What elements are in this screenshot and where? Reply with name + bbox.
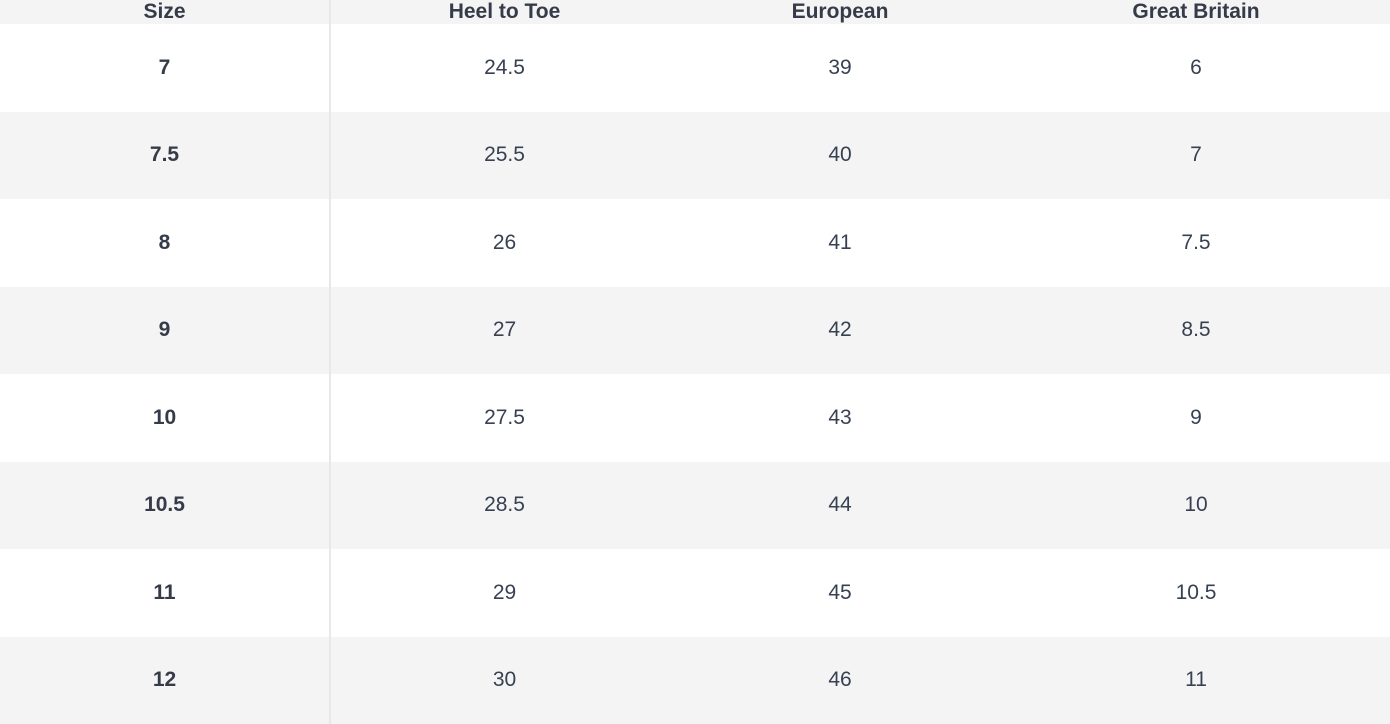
cell-great-britain: 10 [1184, 493, 1208, 517]
cell-size: 8 [0, 199, 331, 287]
table-row: 12 30 46 11 [0, 636, 1390, 724]
cell-european: 41 [828, 230, 852, 254]
table-row: 7.5 25.5 40 7 [0, 111, 1390, 199]
table-body: 7 24.5 39 6 7.5 25.5 40 7 8 26 41 7.5 9 … [0, 24, 1390, 724]
cell-heel-to-toe: 25.5 [484, 143, 525, 167]
cell-great-britain: 8.5 [1181, 318, 1211, 342]
cell-heel-to-toe: 30 [492, 668, 517, 692]
cell-european: 39 [828, 55, 852, 79]
cell-heel-to-toe: 24.5 [484, 55, 525, 79]
table-row: 11 29 45 10.5 [0, 549, 1390, 637]
cell-size: 10.5 [0, 461, 331, 549]
table-header: Size Heel to Toe European Great Britain [0, 0, 1390, 24]
column-header-great-britain: Great Britain [1132, 0, 1260, 23]
cell-size: 12 [0, 636, 331, 724]
column-header-size: Size [0, 0, 331, 24]
column-header-european: European [791, 0, 889, 23]
cell-european: 44 [828, 493, 852, 517]
cell-heel-to-toe: 28.5 [484, 493, 525, 517]
cell-size: 11 [0, 549, 331, 637]
table-row: 8 26 41 7.5 [0, 199, 1390, 287]
cell-heel-to-toe: 26 [492, 230, 517, 254]
cell-great-britain: 11 [1185, 668, 1207, 692]
cell-heel-to-toe: 27 [492, 318, 517, 342]
cell-great-britain: 10.5 [1175, 580, 1217, 604]
column-header-heel-to-toe: Heel to Toe [448, 0, 561, 23]
table-row: 10.5 28.5 44 10 [0, 461, 1390, 549]
cell-european: 40 [828, 143, 852, 167]
cell-size: 7 [0, 24, 331, 112]
table-row: 7 24.5 39 6 [0, 24, 1390, 112]
cell-great-britain: 9 [1190, 405, 1202, 429]
cell-heel-to-toe: 29 [492, 580, 517, 604]
cell-great-britain: 7.5 [1181, 230, 1211, 254]
cell-great-britain: 7 [1190, 143, 1202, 167]
cell-size: 10 [0, 374, 331, 462]
table-row: 9 27 42 8.5 [0, 286, 1390, 374]
cell-great-britain: 6 [1190, 55, 1202, 79]
header-row: Size Heel to Toe European Great Britain [0, 0, 1390, 24]
cell-heel-to-toe: 27.5 [484, 405, 525, 429]
cell-european: 46 [828, 668, 852, 692]
table-row: 10 27.5 43 9 [0, 374, 1390, 462]
cell-european: 42 [828, 318, 852, 342]
cell-size: 7.5 [0, 111, 331, 199]
cell-european: 45 [828, 580, 852, 604]
cell-european: 43 [828, 405, 852, 429]
cell-size: 9 [0, 286, 331, 374]
